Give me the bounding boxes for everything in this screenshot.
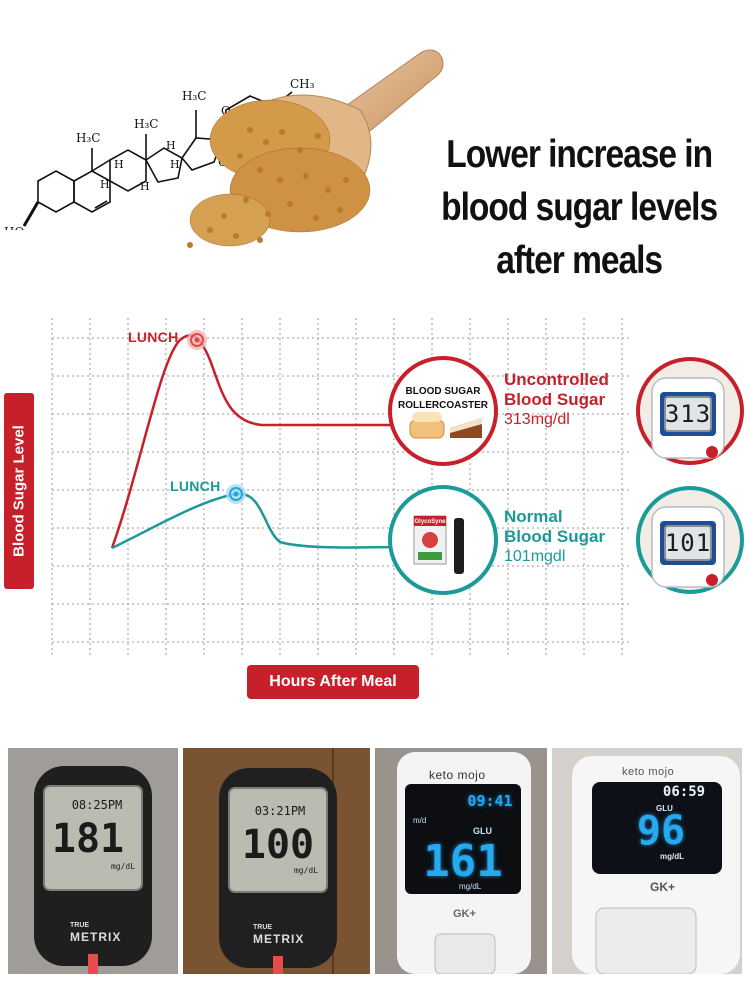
uncontrolled-annotation: Uncontrolled Blood Sugar 313mg/dl <box>504 370 609 430</box>
hydroxyl-label: HO <box>4 225 24 230</box>
headline-line-3: after meals <box>496 239 663 282</box>
meter-3-body <box>375 748 547 974</box>
meter-1-body <box>8 748 178 974</box>
hydrogen-label-5: H <box>100 178 110 191</box>
meter-3-unit: mg/dL <box>459 882 482 891</box>
x-axis-label: Hours After Meal <box>247 665 419 699</box>
meter-1-time: 08:25PM <box>71 798 123 812</box>
meter-1-brand-top: TRUE <box>70 922 90 929</box>
hydrogen-label-3: H <box>114 158 124 171</box>
meter-3-reading: 161 <box>423 836 503 887</box>
meter-3-mode: GLU <box>473 826 492 836</box>
normal-line-2: Blood Sugar <box>504 527 606 546</box>
meter-4-time: 06:59 <box>662 784 706 800</box>
meter-2-body <box>183 748 370 974</box>
hydrogen-label-2: H <box>170 158 180 171</box>
product-label: GlycoSyne <box>414 519 446 525</box>
ch3-label-left: H₃C <box>76 131 100 145</box>
meter-4-reading: 96 <box>636 808 686 854</box>
headline-line-1: Lower increase in <box>446 133 713 176</box>
ch3-label-mid: H₃C <box>134 117 158 131</box>
meter-photo-3: keto mojo 09:41 m/d GLU 161 mg/dL GK+ <box>375 748 547 974</box>
meter-4-mode: GLU <box>656 804 673 813</box>
uncontrolled-sugar-curve <box>110 334 392 549</box>
meter-photo-1: 08:25PM 181 mg/dL TRUE METRIX <box>8 748 178 974</box>
normal-meter-reading: 101 <box>664 525 712 561</box>
meter-2-time: 03:21PM <box>254 804 306 818</box>
fenugreek-seed-scoop-image <box>187 49 444 248</box>
product-badge <box>388 485 498 595</box>
normal-value: 101mgdl <box>504 548 566 565</box>
meter-1-brand: METRIX <box>70 930 122 944</box>
meter-4-unit: mg/dL <box>660 852 684 861</box>
hydrogen-label-4: H <box>140 180 150 193</box>
rollercoaster-badge <box>388 356 498 466</box>
teal-peak-marker <box>226 484 246 504</box>
headline-line-2: blood sugar levels <box>441 186 718 229</box>
meter-1-unit: mg/dL <box>110 862 136 871</box>
chart-grid <box>51 318 630 656</box>
meter-photo-4: keto mojo 06:59 GLU 96 mg/dL GK+ <box>552 748 742 974</box>
uncontrolled-value: 313mg/dl <box>504 411 570 428</box>
meter-4-model: GK+ <box>650 880 676 894</box>
ch3-label-top: H₃C <box>182 89 206 103</box>
meter-2-brand-top: TRUE <box>253 924 273 931</box>
meter-2-brand: METRIX <box>253 932 305 946</box>
red-peak-label: LUNCH <box>128 329 179 345</box>
oxygen-label-1: O <box>221 104 231 118</box>
blood-sugar-chart: BLOOD SUGAR ROLLERCOASTER GlycoSyne <box>51 318 744 656</box>
normal-annotation: Normal Blood Sugar 101mgdl <box>504 507 605 567</box>
normal-sugar-curve <box>111 492 393 550</box>
meter-3-model: GK+ <box>453 908 476 920</box>
y-axis-label: Blood Sugar Level <box>4 393 34 589</box>
meter-3-brand: keto mojo <box>429 768 486 782</box>
meter-4-body <box>552 748 742 974</box>
headline: Lower increase in blood sugar levels aft… <box>408 128 750 287</box>
meter-3-time: 09:41 <box>467 792 513 810</box>
meter-2-unit: mg/dL <box>293 866 319 875</box>
uncontrolled-line-1: Uncontrolled <box>504 370 609 389</box>
meter-photo-2: 03:21PM 100 mg/dL TRUE METRIX <box>183 748 370 974</box>
y-axis-label-text: Blood Sugar Level <box>10 425 28 557</box>
normal-line-1: Normal <box>504 507 563 526</box>
meter-2-reading: 100 <box>241 822 315 868</box>
teal-peak-label: LUNCH <box>170 478 221 494</box>
uncontrolled-line-2: Blood Sugar <box>504 390 606 409</box>
meter-1-reading: 181 <box>51 816 125 862</box>
badge-line-2: ROLLERCOASTER <box>398 400 489 411</box>
uncontrolled-meter-reading: 313 <box>664 396 712 432</box>
badge-line-1: BLOOD SUGAR <box>406 386 482 397</box>
red-peak-marker <box>187 330 207 350</box>
hydrogen-label-1: H <box>166 139 176 152</box>
ch3-label-right: CH₃ <box>290 77 315 91</box>
meter-4-brand: keto mojo <box>622 766 675 778</box>
meter-3-mode-left: m/d <box>413 816 427 825</box>
